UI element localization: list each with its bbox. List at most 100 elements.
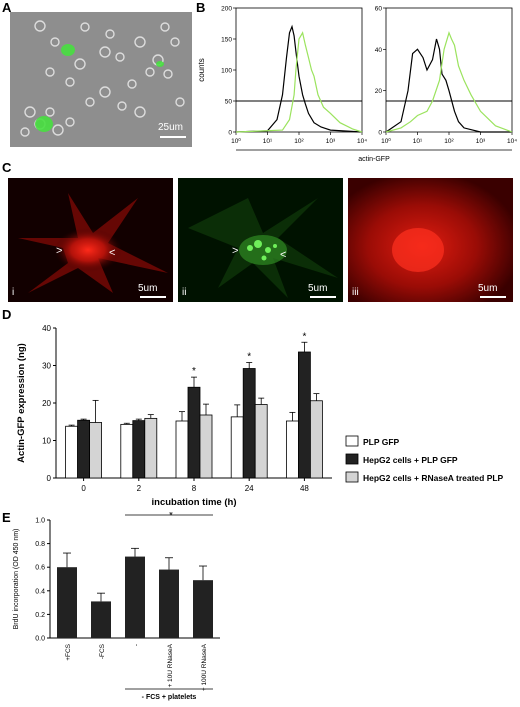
scale-label-c-ii: 5um bbox=[308, 283, 328, 294]
micrograph-c-iii bbox=[348, 178, 513, 302]
b-ytick-label-0-0: 0 bbox=[228, 130, 232, 137]
d-bar-1-1 bbox=[132, 420, 146, 479]
b-histogram-0-0 bbox=[235, 24, 363, 133]
d-ytick-label-3: 30 bbox=[42, 362, 51, 371]
scale-label-c-iii: 5um bbox=[478, 283, 498, 294]
b-ytick-label-1-1: 20 bbox=[375, 88, 383, 95]
micrograph-a bbox=[10, 12, 192, 147]
b-ytick-label-0-2: 100 bbox=[221, 68, 232, 75]
d-legend-swatch-2 bbox=[345, 471, 359, 483]
d-legend-label-2: HepG2 cells + RNaseA treated PLP bbox=[363, 473, 504, 483]
e-ytick-label-4: 0.8 bbox=[35, 541, 45, 548]
d-bar-0-2 bbox=[89, 422, 102, 479]
sublabel-c-i: i bbox=[12, 287, 15, 298]
e-significance-star: * bbox=[169, 512, 173, 521]
micrograph-c-i: > < bbox=[8, 178, 173, 302]
b-histogram-1-0 bbox=[385, 38, 512, 133]
b-ylabel: counts bbox=[197, 58, 206, 82]
e-ytick-label-0: 0.0 bbox=[35, 636, 45, 643]
b-xtick-label-0-2: 10² bbox=[294, 138, 304, 145]
b-xtick-label-0-4: 10⁴ bbox=[357, 138, 367, 145]
d-xlabel: incubation time (h) bbox=[152, 497, 237, 508]
d-xtick-label-0: 0 bbox=[81, 484, 86, 493]
e-ytick-label-5: 1.0 bbox=[35, 518, 45, 525]
svg-text:<: < bbox=[280, 249, 286, 261]
d-legend-swatch-1 bbox=[345, 453, 359, 465]
e-xtick-label-3: + 10U RNaseA bbox=[167, 643, 174, 687]
b-plot-frame-1 bbox=[385, 7, 513, 133]
d-ytick-label-1: 10 bbox=[42, 437, 51, 446]
d-legend-label-1: HepG2 cells + PLP GFP bbox=[363, 455, 458, 465]
b-xtick-label-0-3: 10³ bbox=[326, 138, 336, 145]
d-significance-2: * bbox=[192, 366, 196, 377]
b-ytick-label-0-4: 200 bbox=[221, 6, 232, 13]
e-group-label: - FCS + platelets bbox=[142, 694, 197, 701]
d-ylabel: Actin-GFP expression (ng) bbox=[16, 343, 27, 463]
d-bar-4-1 bbox=[297, 351, 311, 479]
e-ytick-label-3: 0.6 bbox=[35, 565, 45, 572]
d-xtick-label-3: 24 bbox=[245, 484, 254, 493]
e-bar-2 bbox=[125, 556, 145, 638]
e-xtick-label-0: +FCS bbox=[65, 643, 72, 660]
d-xtick-label-4: 48 bbox=[300, 484, 309, 493]
d-bar-2-0 bbox=[175, 420, 189, 479]
b-xtick-label-0-0: 10⁰ bbox=[231, 137, 241, 145]
b-ytick-label-1-2: 40 bbox=[375, 47, 383, 54]
bar-chart-e: 0.0 0.2 0.4 0.6 0.8 1.0 BrdU incorporation (OD… bbox=[13, 512, 220, 701]
e-xtick-label-4: + 100U RNaseA bbox=[201, 643, 208, 691]
d-bar-4-0 bbox=[285, 420, 299, 479]
e-bar-4 bbox=[193, 580, 213, 638]
d-bar-0-1 bbox=[77, 419, 90, 479]
scale-bar-a bbox=[160, 136, 186, 138]
b-histogram-1-1 bbox=[385, 30, 513, 133]
b-xtick-label-1-0: 10⁰ bbox=[381, 137, 391, 145]
d-bar-1-0 bbox=[120, 423, 134, 479]
micrograph-c-ii: > < bbox=[178, 178, 343, 302]
sublabel-c-iii: iii bbox=[352, 287, 359, 298]
scale-bar-c-i bbox=[140, 296, 166, 298]
flow-histograms-b: counts 0 50 100 150 200 10⁰ 10¹ 10² 10³ 10⁴ 0 20 40 60… bbox=[197, 6, 517, 164]
b-xtick-label-0-1: 10¹ bbox=[263, 138, 273, 145]
d-bar-1-2 bbox=[144, 417, 158, 479]
e-xtick-label-1: -FCS bbox=[99, 643, 106, 659]
d-legend-swatch-0 bbox=[345, 435, 359, 447]
panel-label-d: D bbox=[2, 307, 12, 322]
d-ytick-label-4: 40 bbox=[42, 324, 51, 333]
b-xtick-label-1-4: 10⁴ bbox=[507, 138, 517, 145]
b-ytick-label-0-1: 50 bbox=[225, 99, 233, 106]
d-xtick-label-1: 2 bbox=[137, 484, 142, 493]
panel-label-b: B bbox=[196, 0, 206, 15]
b-xtick-label-1-3: 10³ bbox=[476, 138, 486, 145]
panel-label-a: A bbox=[2, 0, 12, 15]
d-ytick-label-2: 20 bbox=[42, 399, 51, 408]
d-ytick-label-0: 0 bbox=[47, 474, 52, 483]
micrograph-a-cells bbox=[10, 12, 192, 147]
e-ylabel: BrdU incorporation (OD 450 nm) bbox=[13, 529, 20, 630]
bar-chart-d: 0 10 20 30 40 Actin-GFP expression (ng) 0 2 * 8 * 2… bbox=[16, 324, 504, 508]
d-bar-2-1 bbox=[187, 386, 201, 479]
b-ytick-label-1-0: 0 bbox=[378, 130, 382, 137]
e-bar-1 bbox=[91, 601, 111, 638]
d-bar-3-0 bbox=[230, 416, 244, 479]
e-bar-0 bbox=[57, 567, 77, 638]
d-xtick-label-2: 8 bbox=[192, 484, 197, 493]
e-ytick-label-2: 0.4 bbox=[35, 588, 45, 595]
b-plot-frame-0 bbox=[235, 7, 363, 133]
scale-label-c-i: 5um bbox=[138, 283, 158, 294]
e-ytick-label-1: 0.2 bbox=[35, 612, 45, 619]
b-histogram-0-1 bbox=[235, 31, 363, 133]
scale-bar-c-ii bbox=[310, 296, 336, 298]
d-bar-3-2 bbox=[254, 404, 268, 479]
d-bar-2-2 bbox=[199, 414, 213, 479]
d-bar-0-0 bbox=[65, 425, 78, 479]
sublabel-c-ii: ii bbox=[182, 287, 187, 298]
d-significance-4: * bbox=[302, 331, 306, 342]
scale-label-a: 25um bbox=[158, 122, 184, 133]
b-xtick-label-1-1: 10¹ bbox=[413, 138, 423, 145]
e-bar-3 bbox=[159, 569, 179, 638]
d-legend-label-0: PLP GFP bbox=[363, 437, 400, 447]
panel-label-c: C bbox=[2, 160, 12, 175]
panel-label-e: E bbox=[2, 510, 11, 525]
svg-text:>: > bbox=[232, 245, 238, 257]
scale-bar-c-iii bbox=[480, 296, 506, 298]
